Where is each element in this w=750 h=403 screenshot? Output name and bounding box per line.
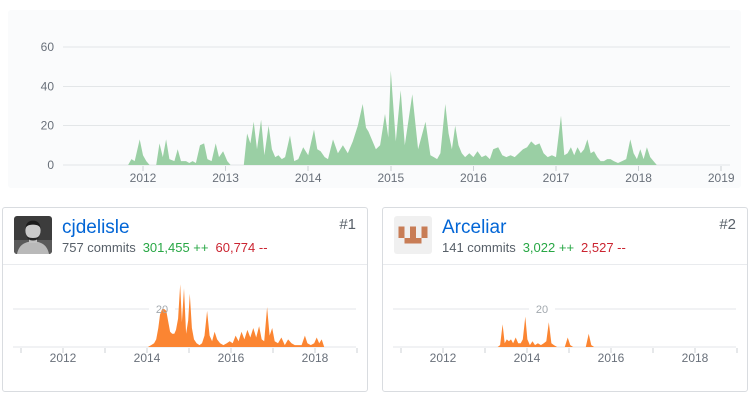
commit-activity-panel: 0 20 40 60 2012 2013 2014 2015 2016 2017 2018 2019 [8,10,741,188]
contributor-sparkline-chart: 20 2012 2014 2016 2018 [13,284,358,365]
contributor-name-link[interactable]: Arceliar [442,217,507,238]
svg-text:2012: 2012 [130,171,157,185]
commit-activity-area-series [128,70,657,165]
contributor-card: cjdelisle 757 commits 301,455 ++ 60,774 --… [2,207,368,392]
svg-text:2018: 2018 [302,351,329,365]
svg-text:2012: 2012 [50,351,77,365]
contributor-stats: 757 commits 301,455 ++ 60,774 -- [62,240,275,255]
svg-text:2018: 2018 [682,351,709,365]
svg-text:20: 20 [536,304,548,316]
svg-text:2014: 2014 [295,171,322,185]
contributor-name-link[interactable]: cjdelisle [62,217,130,238]
contributor-sparkline-chart: 20 2012 2014 2016 2018 [393,304,738,365]
contributor-avatar[interactable] [394,216,432,254]
commit-count: 141 commits [442,240,516,255]
commit-activity-chart[interactable]: 0 20 40 60 2012 2013 2014 2015 2016 2017 2018 2019 [8,10,741,188]
contributor-meta: Arceliar 141 commits 3,022 ++ 2,527 -- [442,216,633,255]
svg-text:2017: 2017 [543,171,570,185]
svg-text:2013: 2013 [212,171,239,185]
deletions-count: 2,527 -- [581,240,626,255]
additions-count: 3,022 ++ [522,240,575,255]
svg-text:2018: 2018 [625,171,652,185]
gridlines [393,308,736,348]
contributor-card-header: Arceliar 141 commits 3,022 ++ 2,527 -- #2 [383,208,747,265]
contributor-avatar[interactable] [14,216,52,254]
svg-text:2016: 2016 [598,351,625,365]
svg-text:20: 20 [156,304,168,316]
svg-text:20: 20 [41,119,55,133]
contributor-card-header: cjdelisle 757 commits 301,455 ++ 60,774 --… [3,208,367,265]
svg-text:40: 40 [41,79,55,93]
deletions-count: 60,774 -- [215,240,268,255]
additions-count: 301,455 ++ [142,240,209,255]
svg-text:0: 0 [47,158,54,172]
svg-text:2016: 2016 [460,171,487,185]
x-axis: 2012 2013 2014 2015 2016 2017 2018 2019 [130,166,735,185]
rank-badge: #2 [719,216,736,233]
contributor-stats: 141 commits 3,022 ++ 2,527 -- [442,240,633,255]
avatar-photo-icon [14,216,52,254]
svg-text:2014: 2014 [134,351,161,365]
svg-text:60: 60 [41,40,55,54]
contributor-area-series [497,316,595,347]
avatar-identicon-icon [394,216,432,254]
contributor-cards-row: cjdelisle 757 commits 301,455 ++ 60,774 --… [2,207,748,392]
x-axis: 2012 2014 2016 2018 [400,348,738,365]
svg-text:2014: 2014 [514,351,541,365]
x-axis: 2012 2014 2016 2018 [20,348,358,365]
svg-text:2019: 2019 [708,171,735,185]
contributor-area-series [147,284,325,347]
svg-text:2016: 2016 [218,351,245,365]
svg-text:2015: 2015 [377,171,404,185]
contributor-meta: cjdelisle 757 commits 301,455 ++ 60,774 -- [62,216,275,255]
rank-badge: #1 [339,216,356,233]
contributor-card: Arceliar 141 commits 3,022 ++ 2,527 -- #2 … [382,207,748,392]
commit-count: 757 commits [62,240,136,255]
svg-text:2012: 2012 [430,351,457,365]
y-axis-labels: 0 20 40 60 [41,40,55,172]
